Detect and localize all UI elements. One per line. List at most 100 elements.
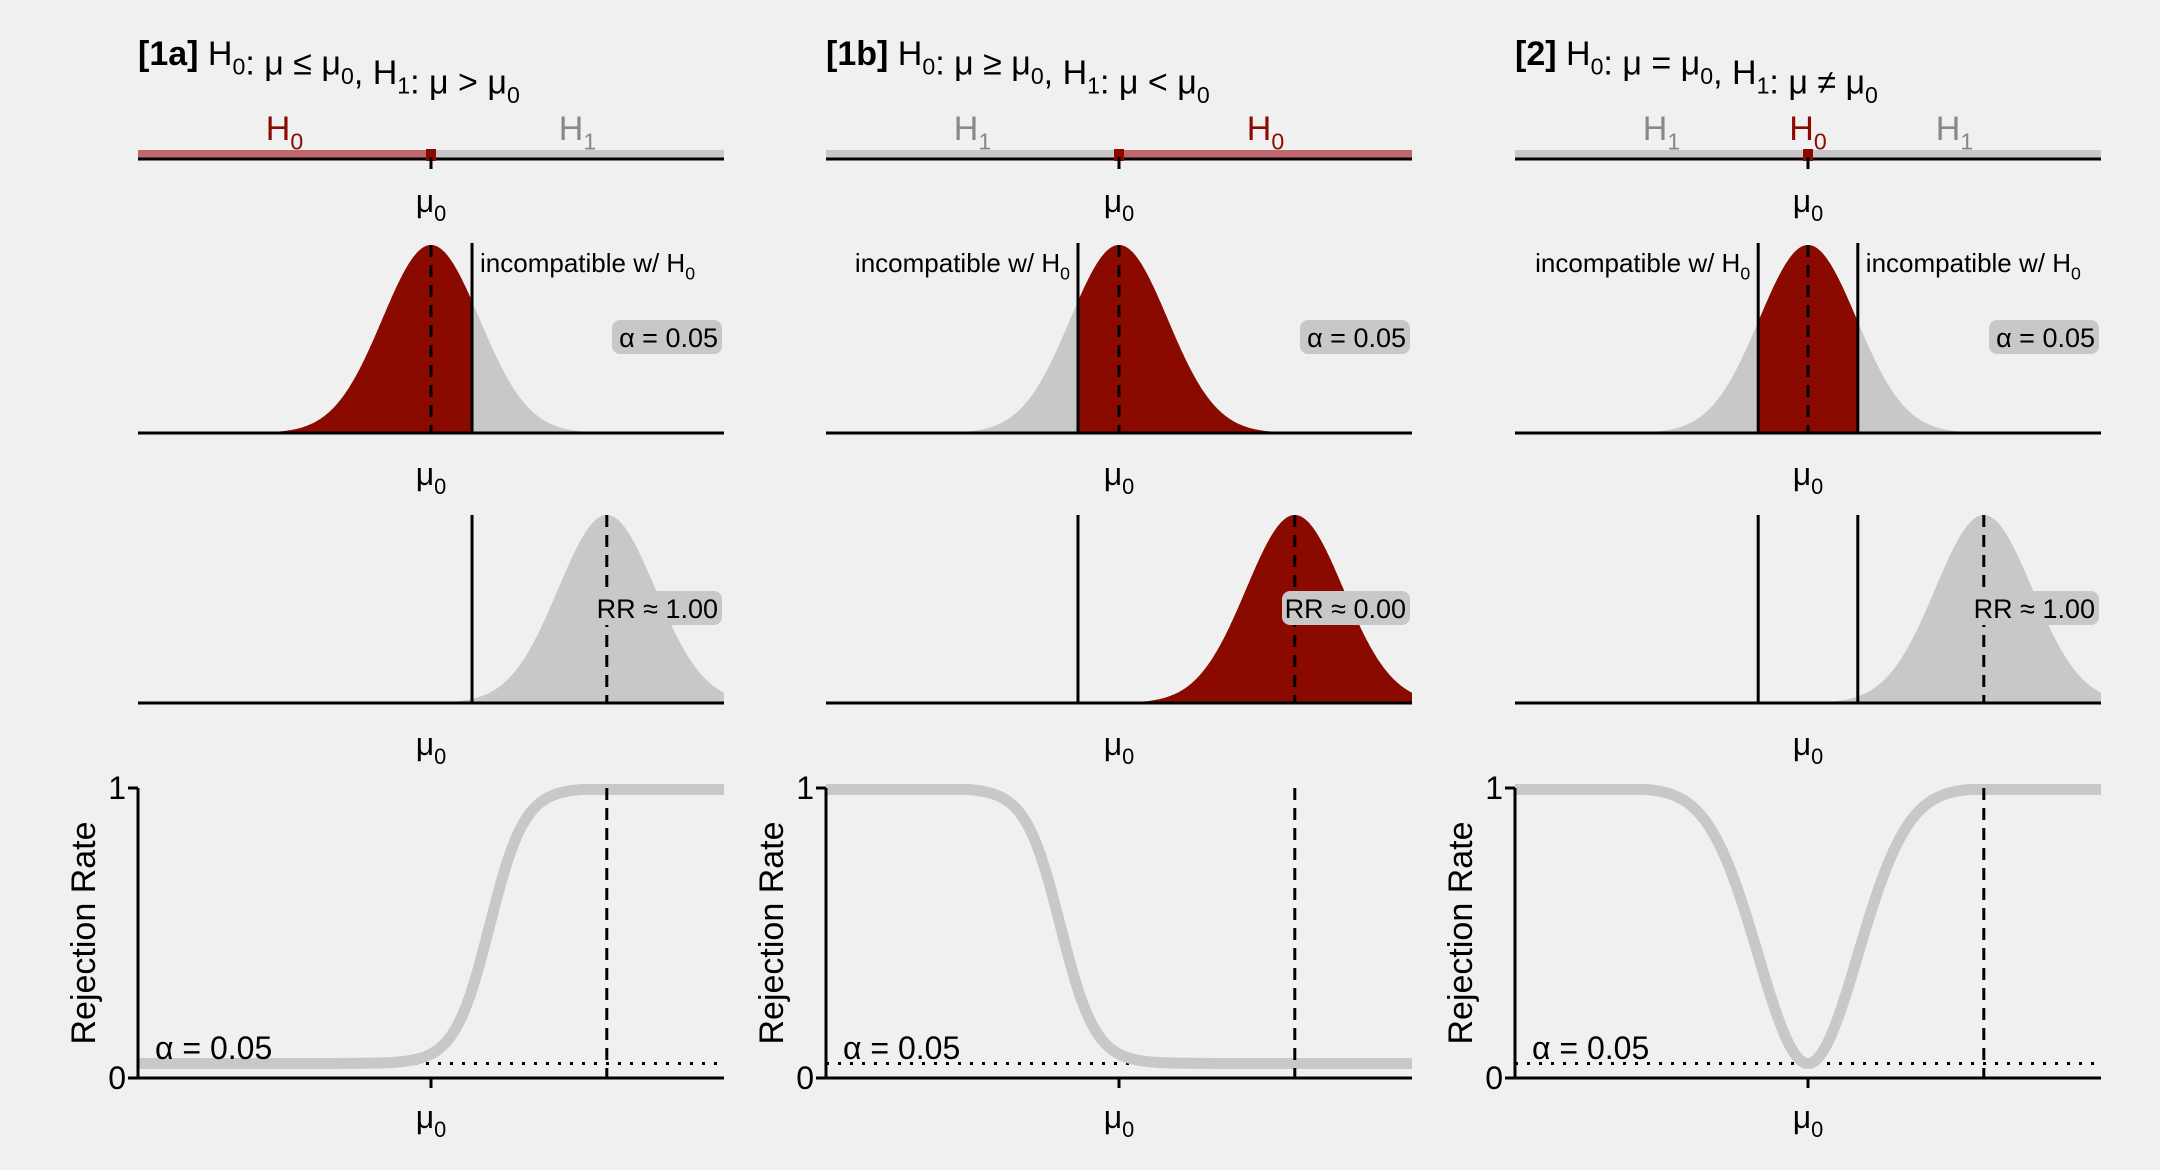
rr-badge-text-part: RR ≈ 0.00 [1285, 594, 1406, 624]
panel-title-part: 0 [1031, 63, 1044, 89]
panel-title-part: , H [354, 54, 397, 92]
alpha-badge [1989, 320, 2099, 354]
panel-title-part: : μ < μ [1100, 64, 1197, 102]
null-distribution-acceptance [1077, 245, 1285, 433]
rr-badge-text: RR ≈ 1.00 [597, 594, 718, 624]
alt-hypothesis-label-part: 1 [583, 129, 596, 155]
incompatible-label-part: incompatible w/ H [1866, 248, 2071, 278]
incompatible-label-part: incompatible w/ H [855, 248, 1060, 278]
rr-badge-text: RR ≈ 1.00 [1974, 594, 2095, 624]
null-hypothesis-label: H0 [266, 110, 303, 155]
incompatible-label: incompatible w/ H0 [855, 248, 1070, 283]
null-hypothesis-label: H0 [1789, 110, 1826, 155]
incompatible-label-part: 0 [685, 263, 695, 283]
null-hypothesis-label-part: 0 [1271, 129, 1284, 155]
panel-title-part: 0 [507, 82, 520, 108]
panel-title-part: 0 [1197, 82, 1210, 108]
mu0-label: μ0 [1793, 726, 1824, 769]
incompatible-label-part: 0 [2071, 263, 2081, 283]
alpha-badge-text: α = 0.05 [1996, 323, 2095, 353]
y-tick-label: 0 [796, 1060, 814, 1096]
hypothesis-bar-null [1119, 150, 1412, 159]
mu0-label: μ0 [1104, 183, 1135, 226]
panel-title-part: : μ ≠ μ [1769, 64, 1865, 102]
mu0-label-part: 0 [434, 744, 446, 769]
true-distribution [1129, 515, 1412, 703]
y-tick-label: 1 [108, 770, 126, 806]
hypothesis-bar-null [138, 150, 431, 159]
alt-hypothesis-label: H1 [559, 110, 596, 155]
panel-title-part: H [1557, 35, 1591, 73]
mu0-label-part: 0 [1122, 474, 1134, 499]
null-hypothesis-label-part: H [266, 110, 291, 148]
null-hypothesis-label-part: H [1247, 110, 1272, 148]
mu0-label: μ0 [416, 1099, 447, 1142]
mu0-label-part: 0 [1122, 201, 1134, 226]
null-hypothesis-label-part: 0 [1814, 129, 1827, 155]
panel-title-part: H [888, 35, 922, 73]
incompatible-label-part: 0 [1740, 263, 1750, 283]
rejection-rate-curve [826, 784, 1412, 1069]
mu0-label: μ0 [416, 726, 447, 769]
panel-title-part: 0 [922, 54, 935, 80]
mu0-label-part: 0 [1811, 474, 1823, 499]
mu0-label: μ0 [416, 183, 447, 226]
alpha-line-label-part: α = 0.05 [843, 1030, 960, 1066]
mu0-label-part: 0 [1811, 744, 1823, 769]
alpha-badge-text-part: α = 0.05 [1996, 323, 2095, 353]
hypothesis-bar-alt [826, 150, 1119, 159]
y-tick-label-part: 1 [108, 770, 126, 806]
alpha-badge-text-part: α = 0.05 [619, 323, 718, 353]
null-point-marker [426, 149, 436, 161]
rejection-rate-curve [138, 784, 724, 1069]
panel-title: [1b] H0: μ ≥ μ0, H1: μ < μ0 [826, 35, 1210, 108]
incompatible-label: incompatible w/ H0 [1866, 248, 2081, 283]
mu0-label-part: 0 [434, 474, 446, 499]
rr-badge [594, 591, 722, 625]
alpha-badge-text-part: α = 0.05 [1307, 323, 1406, 353]
panel-title-part: 1 [1757, 73, 1770, 99]
y-tick-label-part: 1 [1485, 770, 1503, 806]
mu0-label-part: μ [1793, 456, 1811, 492]
null-hypothesis-label-part: H [1789, 110, 1814, 148]
y-axis-label-part: Rejection Rate [1442, 821, 1480, 1044]
alt-hypothesis-label-part: H [559, 110, 584, 148]
alt-hypothesis-label: H1 [954, 110, 991, 155]
panel-title-part: : μ ≥ μ [935, 45, 1031, 83]
y-tick-label: 1 [1485, 770, 1503, 806]
y-axis-label-part: Rejection Rate [65, 821, 103, 1044]
y-tick-label: 0 [108, 1060, 126, 1096]
panel-title-part: 0 [232, 54, 245, 80]
mu0-label-part: μ [1104, 456, 1122, 492]
y-tick-label-part: 0 [796, 1060, 814, 1096]
panel-title-part: : μ ≤ μ [245, 45, 341, 83]
y-axis-label: Rejection Rate [753, 821, 791, 1044]
alt-hypothesis-label-part: 1 [978, 129, 991, 155]
y-tick-label-part: 0 [1485, 1060, 1503, 1096]
mu0-label-part: μ [416, 183, 434, 219]
alt-hypothesis-label-part: H [1643, 110, 1668, 148]
mu0-label: μ0 [1793, 1099, 1824, 1142]
mu0-label-part: μ [1793, 726, 1811, 762]
mu0-label: μ0 [1104, 1099, 1135, 1142]
alpha-line-label: α = 0.05 [1532, 1030, 1649, 1066]
panel-title-part: 0 [1700, 63, 1713, 89]
alpha-badge-text: α = 0.05 [1307, 323, 1406, 353]
null-hypothesis-label: H0 [1247, 110, 1284, 155]
mu0-label-part: 0 [1811, 1117, 1823, 1142]
mu0-label-part: μ [1793, 1099, 1811, 1135]
panel-title-part: 0 [1591, 54, 1604, 80]
true-distribution [1818, 515, 2101, 703]
rr-badge-text: RR ≈ 0.00 [1285, 594, 1406, 624]
mu0-label-part: μ [416, 1099, 434, 1135]
incompatible-label-part: 0 [1060, 263, 1070, 283]
alpha-line-label: α = 0.05 [843, 1030, 960, 1066]
panel-title-part: [1a] [138, 35, 198, 73]
rejection-rate-curve [1515, 784, 2101, 1070]
y-tick-label: 0 [1485, 1060, 1503, 1096]
panel-title-part: , H [1713, 54, 1756, 92]
